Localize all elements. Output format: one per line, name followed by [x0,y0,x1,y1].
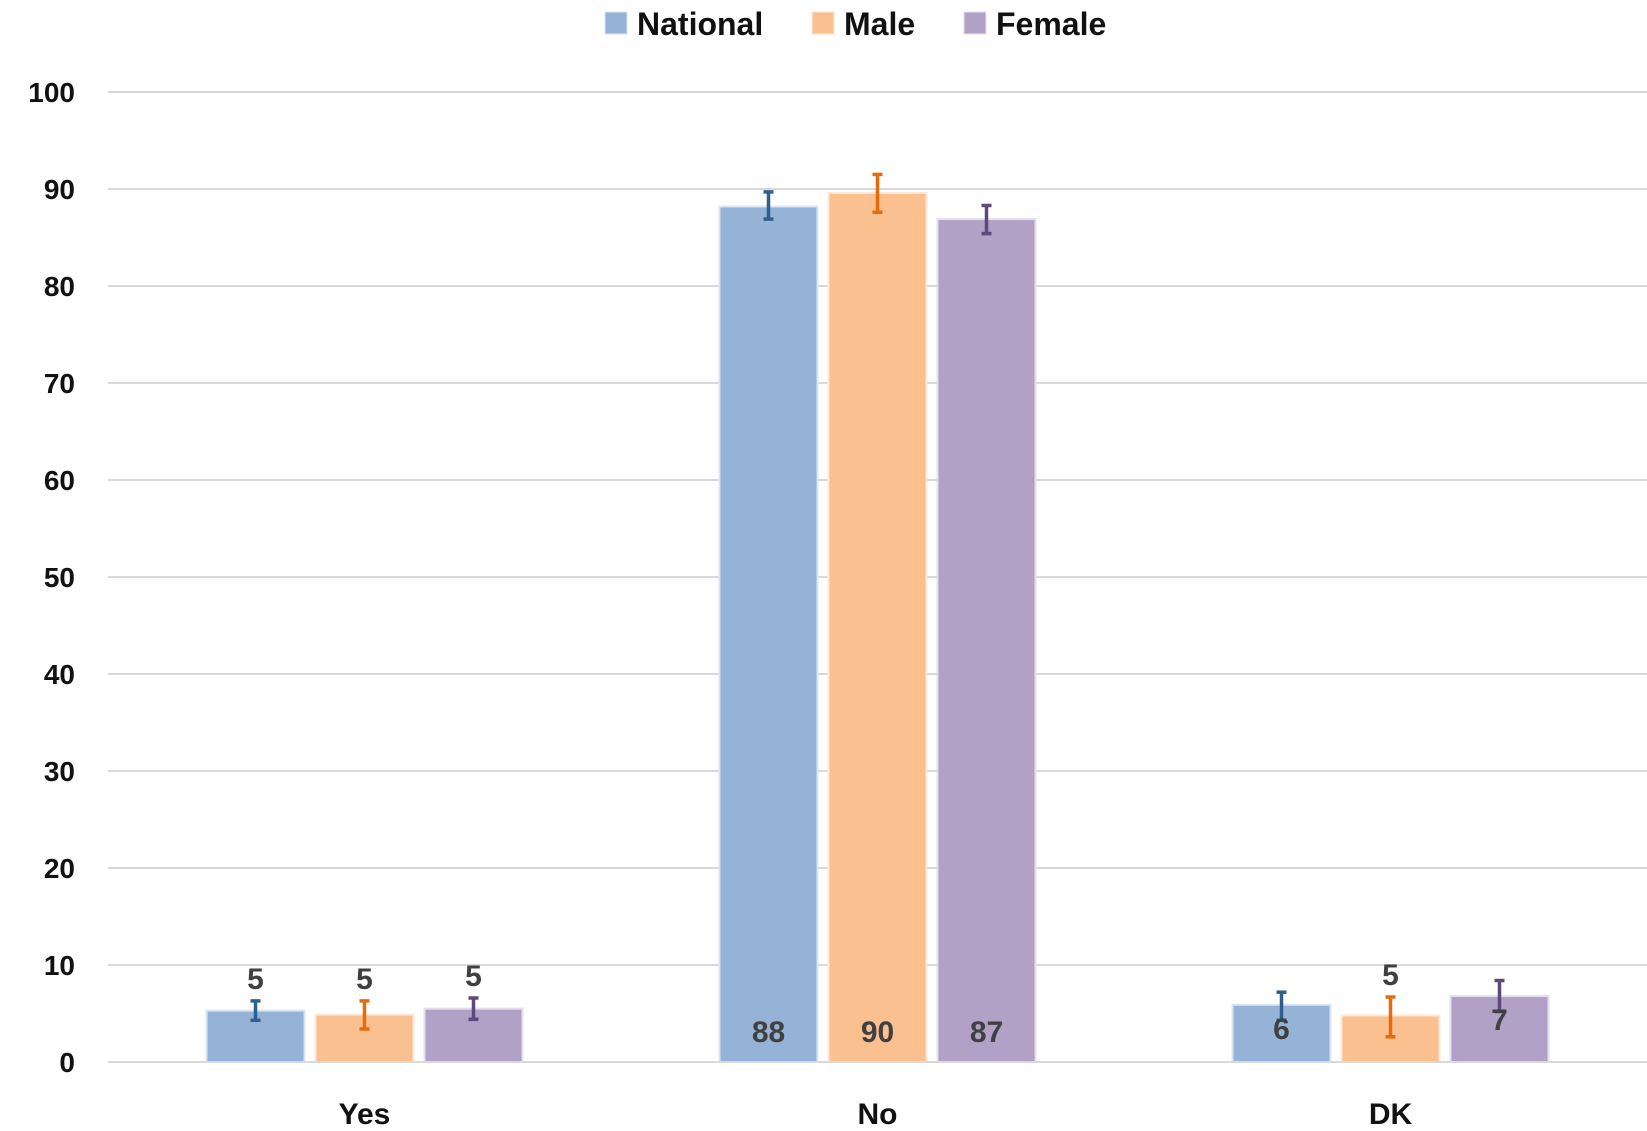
y-tick-label: 10 [44,950,75,981]
x-tick-label: No [858,1098,898,1131]
y-tick-label: 50 [44,562,75,593]
data-label: 5 [465,960,482,993]
x-tick-label: Yes [339,1098,391,1131]
y-tick-label: 70 [44,368,75,399]
data-label: 5 [247,963,264,996]
legend-swatch-female [963,11,987,35]
y-tick-label: 80 [44,271,75,302]
data-label: 6 [1273,1013,1290,1046]
bar-national [718,205,819,1063]
y-tick-label: 60 [44,465,75,496]
legend-swatch-male [811,11,835,35]
legend-label-national: National [637,6,763,42]
data-label: 90 [861,1016,894,1049]
data-label: 7 [1491,1004,1508,1037]
data-label: 5 [1382,959,1399,992]
legend-label-male: Male [844,6,915,42]
legend-swatch-national [604,11,628,35]
y-tick-label: 100 [28,77,75,108]
data-label: 88 [752,1016,785,1049]
data-label: 5 [356,963,373,996]
x-tick-label: DK [1369,1098,1413,1131]
bar-male [827,191,928,1063]
y-tick-label: 0 [59,1047,75,1078]
bar-female [1449,995,1550,1063]
legend-label-female: Female [996,6,1106,42]
y-tick-label: 30 [44,756,75,787]
y-tick-label: 40 [44,659,75,690]
y-tick-label: 20 [44,853,75,884]
data-label: 87 [970,1016,1003,1049]
y-tick-label: 90 [44,174,75,205]
bar-female [936,218,1037,1063]
